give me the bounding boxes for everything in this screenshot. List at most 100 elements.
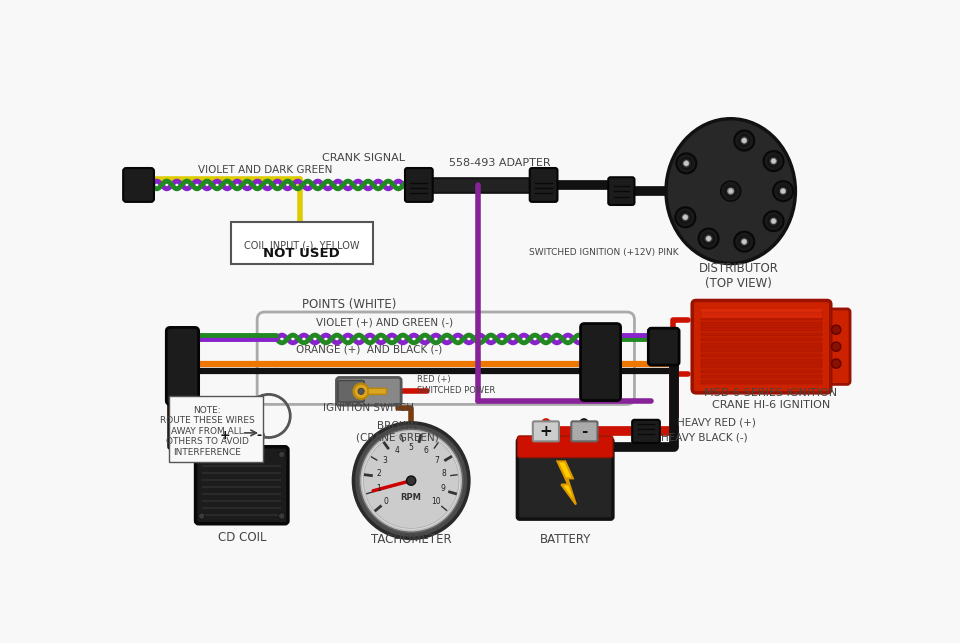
Circle shape	[831, 359, 841, 368]
Text: 9: 9	[441, 484, 445, 493]
Text: -: -	[256, 430, 261, 442]
Circle shape	[680, 212, 691, 222]
Text: SWITCHED IGNITION (+12V) PINK: SWITCHED IGNITION (+12V) PINK	[529, 248, 679, 257]
FancyBboxPatch shape	[648, 328, 679, 365]
Text: 1: 1	[376, 484, 381, 493]
FancyBboxPatch shape	[517, 436, 612, 458]
Circle shape	[278, 513, 285, 519]
Text: VIOLET (+) AND GREEN (-): VIOLET (+) AND GREEN (-)	[316, 317, 453, 327]
FancyBboxPatch shape	[231, 222, 372, 264]
Bar	[701, 332, 823, 336]
Bar	[701, 380, 823, 384]
Circle shape	[699, 228, 719, 249]
FancyBboxPatch shape	[581, 323, 620, 401]
Text: 2: 2	[376, 469, 381, 478]
Text: RED (+)
SWITCHED POWER: RED (+) SWITCHED POWER	[417, 376, 494, 395]
Circle shape	[353, 384, 369, 399]
Text: 0: 0	[383, 498, 388, 507]
Circle shape	[721, 181, 741, 201]
Text: TACHOMETER: TACHOMETER	[371, 532, 451, 546]
Text: -: -	[581, 424, 588, 439]
Circle shape	[768, 216, 779, 226]
FancyBboxPatch shape	[169, 396, 262, 462]
Text: POINTS (WHITE): POINTS (WHITE)	[302, 298, 396, 311]
Circle shape	[253, 431, 264, 441]
Bar	[701, 309, 823, 318]
Circle shape	[771, 158, 777, 164]
Circle shape	[831, 342, 841, 351]
Text: 8: 8	[442, 469, 445, 478]
Text: IGNITION SWITCH: IGNITION SWITCH	[324, 403, 415, 413]
Circle shape	[831, 325, 841, 334]
Text: HEAVY BLACK (-): HEAVY BLACK (-)	[661, 433, 748, 442]
FancyBboxPatch shape	[338, 381, 364, 402]
Circle shape	[741, 239, 747, 244]
Text: ORANGE (+)  AND BLACK (-): ORANGE (+) AND BLACK (-)	[296, 345, 442, 355]
Circle shape	[739, 237, 750, 247]
Bar	[701, 327, 823, 331]
Circle shape	[199, 513, 204, 519]
Circle shape	[780, 188, 785, 194]
Circle shape	[773, 181, 793, 201]
Text: RPM: RPM	[400, 493, 421, 502]
Circle shape	[728, 188, 733, 194]
Circle shape	[726, 186, 736, 197]
Text: 3: 3	[383, 456, 388, 465]
Text: BROWN
(CRANE GREEN): BROWN (CRANE GREEN)	[356, 421, 439, 442]
Bar	[220, 436, 229, 453]
Text: BATTERY: BATTERY	[540, 532, 590, 546]
FancyBboxPatch shape	[533, 421, 559, 441]
Bar	[701, 349, 823, 352]
Circle shape	[353, 423, 468, 538]
Circle shape	[676, 154, 696, 174]
Text: +: +	[220, 430, 230, 442]
Bar	[701, 317, 823, 320]
Bar	[701, 311, 823, 315]
Text: 10: 10	[432, 498, 442, 507]
Circle shape	[763, 211, 783, 231]
FancyBboxPatch shape	[196, 447, 288, 524]
Ellipse shape	[666, 119, 796, 264]
Text: DISTRIBUTOR
(TOP VIEW): DISTRIBUTOR (TOP VIEW)	[699, 262, 779, 290]
FancyBboxPatch shape	[530, 168, 558, 202]
FancyBboxPatch shape	[368, 388, 387, 394]
Circle shape	[220, 431, 230, 441]
Text: NOT USED: NOT USED	[263, 247, 340, 260]
Bar	[701, 365, 823, 368]
Bar	[701, 338, 823, 341]
FancyBboxPatch shape	[405, 168, 433, 202]
FancyBboxPatch shape	[692, 300, 830, 393]
FancyBboxPatch shape	[571, 421, 597, 441]
Circle shape	[675, 207, 695, 228]
Text: +: +	[540, 424, 552, 439]
Circle shape	[706, 236, 711, 241]
FancyBboxPatch shape	[632, 420, 660, 443]
FancyBboxPatch shape	[166, 327, 199, 404]
Circle shape	[771, 219, 777, 224]
Text: CRANK SIGNAL: CRANK SIGNAL	[322, 153, 405, 163]
Text: MSD 6-SERIES IGNITION
CRANE HI-6 IGNITION: MSD 6-SERIES IGNITION CRANE HI-6 IGNITIO…	[705, 388, 837, 410]
Text: HEAVY RED (+): HEAVY RED (+)	[677, 417, 756, 427]
Bar	[701, 370, 823, 373]
Text: 558-493 ADAPTER: 558-493 ADAPTER	[449, 158, 550, 168]
Bar	[254, 436, 263, 453]
Circle shape	[763, 151, 783, 171]
Circle shape	[364, 433, 459, 529]
Circle shape	[778, 186, 788, 197]
Polygon shape	[558, 462, 576, 505]
FancyBboxPatch shape	[823, 309, 850, 385]
Circle shape	[734, 231, 755, 251]
FancyBboxPatch shape	[336, 377, 401, 405]
Text: VIOLET AND DARK GREEN: VIOLET AND DARK GREEN	[198, 165, 332, 174]
FancyBboxPatch shape	[517, 439, 612, 519]
Bar	[701, 375, 823, 378]
Circle shape	[768, 156, 779, 167]
Circle shape	[681, 158, 692, 168]
Circle shape	[741, 138, 747, 143]
Text: 4: 4	[395, 446, 399, 455]
Circle shape	[734, 131, 755, 150]
Circle shape	[358, 388, 364, 394]
Circle shape	[361, 431, 461, 530]
Circle shape	[199, 451, 204, 458]
Bar	[701, 322, 823, 325]
